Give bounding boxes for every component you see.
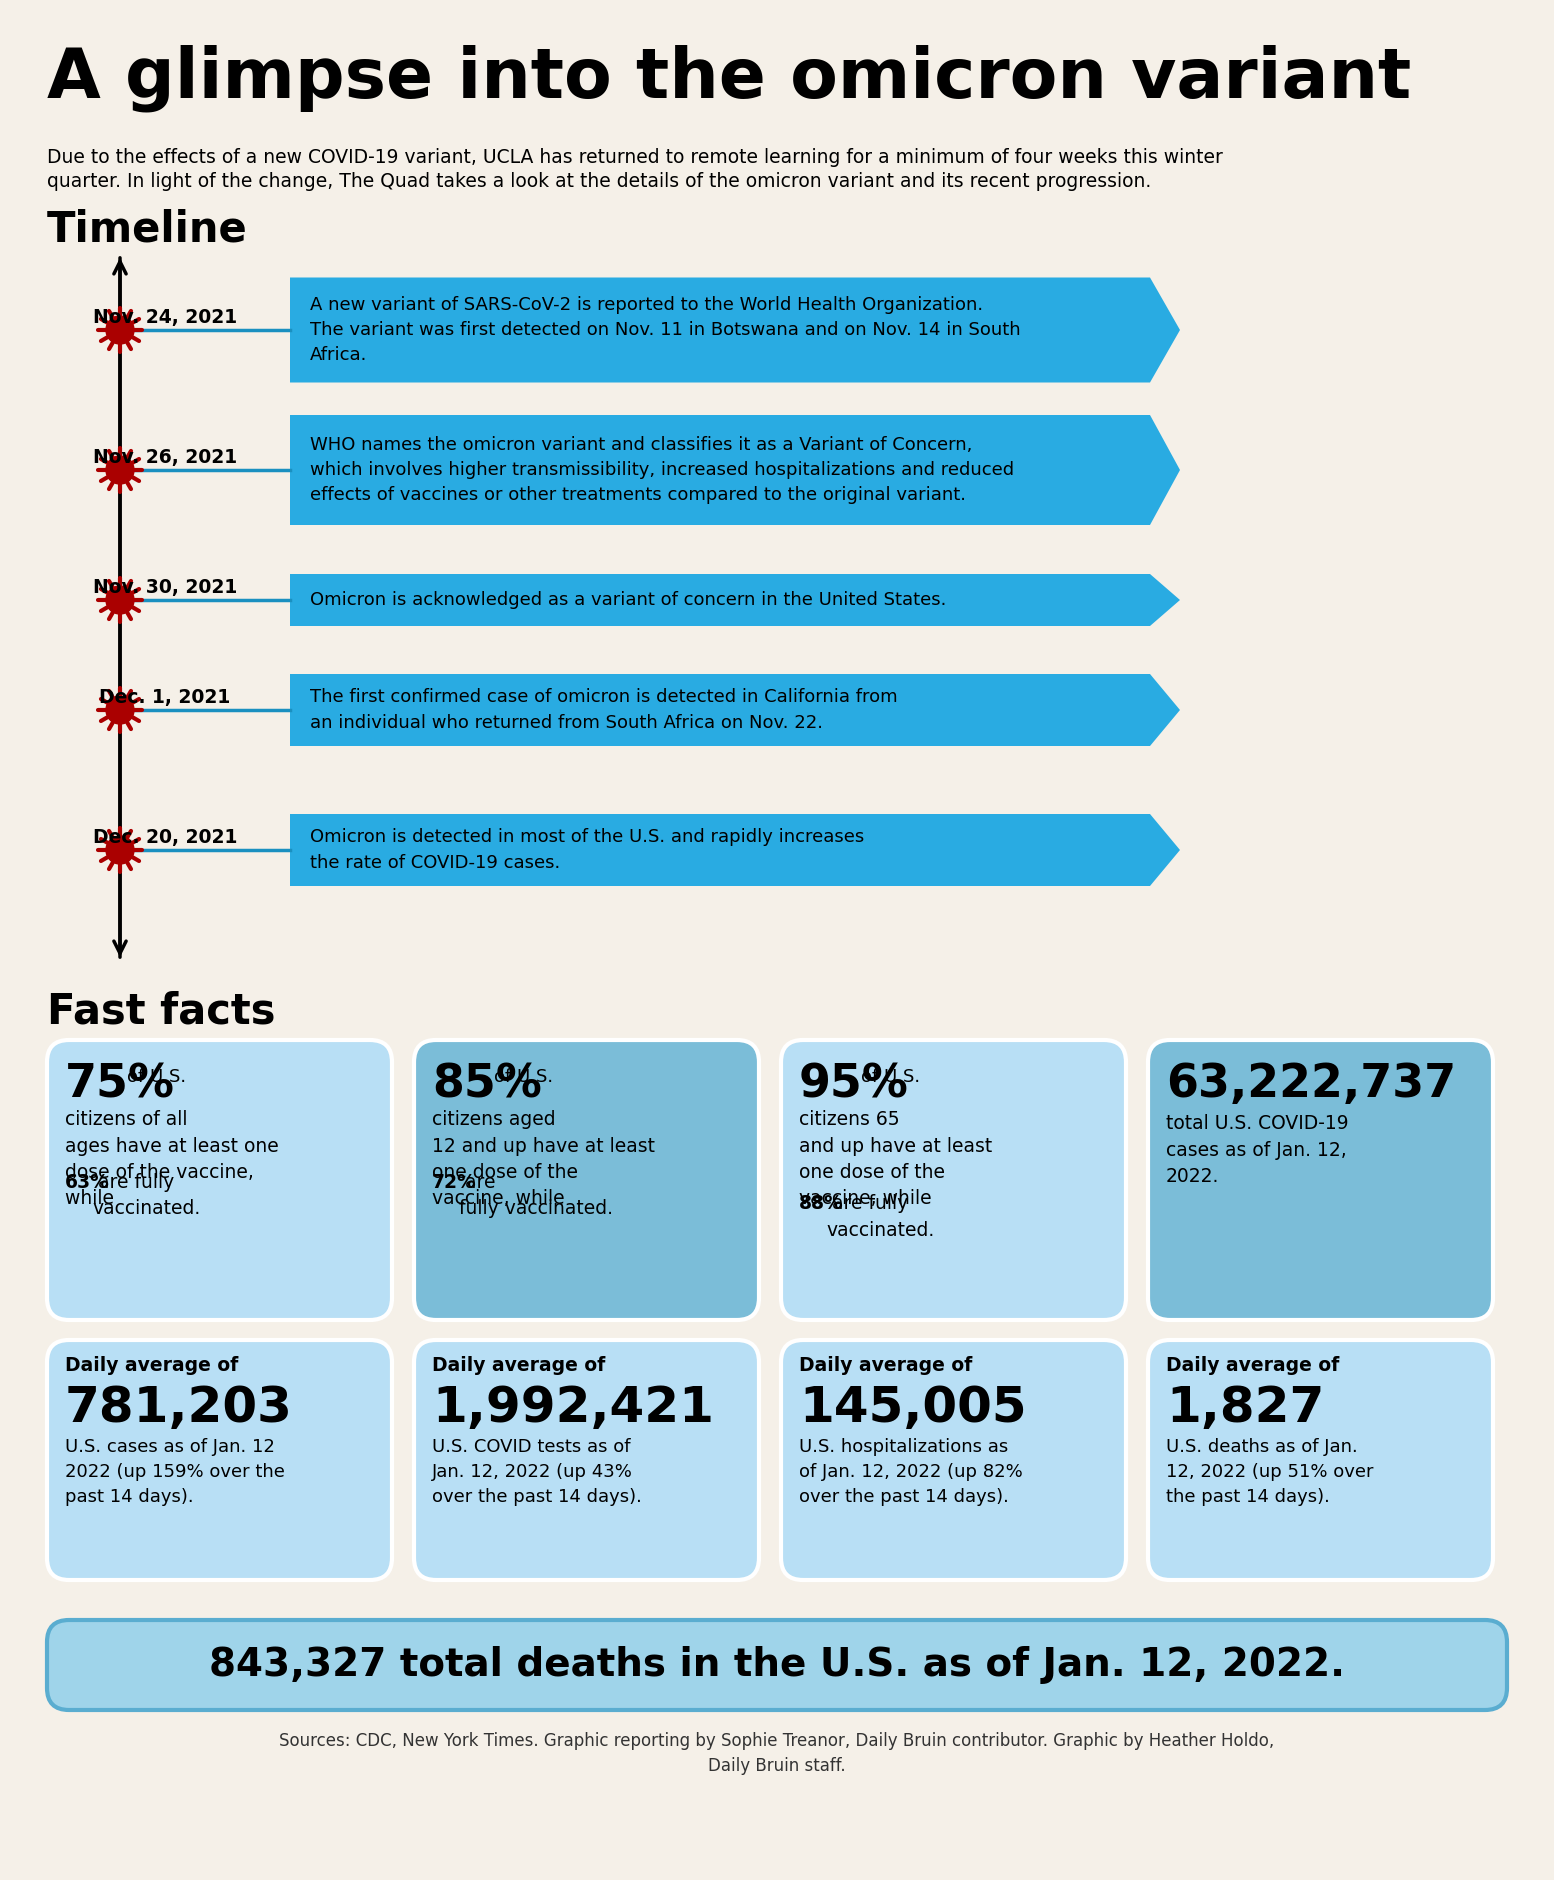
FancyBboxPatch shape <box>1148 1340 1493 1579</box>
Text: 63,222,737: 63,222,737 <box>1166 1062 1456 1107</box>
Text: 781,203: 781,203 <box>65 1384 292 1433</box>
Text: Daily average of: Daily average of <box>432 1355 605 1374</box>
Text: 85%: 85% <box>432 1062 542 1107</box>
Text: A glimpse into the omicron variant: A glimpse into the omicron variant <box>47 45 1411 113</box>
Text: Fast facts: Fast facts <box>47 991 275 1032</box>
Polygon shape <box>291 415 1179 525</box>
Circle shape <box>106 457 134 483</box>
Text: citizens 65
and up have at least
one dose of the
vaccine, while: citizens 65 and up have at least one dos… <box>799 1109 993 1235</box>
Text: 1,992,421: 1,992,421 <box>432 1384 713 1433</box>
Text: citizens of all
ages have at least one
dose of the vaccine,
while: citizens of all ages have at least one d… <box>65 1109 278 1209</box>
Text: U.S. deaths as of Jan.
12, 2022 (up 51% over
the past 14 days).: U.S. deaths as of Jan. 12, 2022 (up 51% … <box>1166 1438 1374 1506</box>
Text: are fully
vaccinated.: are fully vaccinated. <box>92 1173 200 1218</box>
Text: 95%: 95% <box>799 1062 909 1107</box>
Text: Nov. 26, 2021: Nov. 26, 2021 <box>93 447 238 466</box>
Text: quarter. In light of the change, The Quad takes a look at the details of the omi: quarter. In light of the change, The Qua… <box>47 171 1152 192</box>
Circle shape <box>106 587 134 615</box>
Polygon shape <box>291 814 1179 885</box>
Text: are fully
vaccinated.: are fully vaccinated. <box>827 1194 934 1239</box>
Text: Daily average of: Daily average of <box>799 1355 973 1374</box>
Text: total U.S. COVID-19
cases as of Jan. 12,
2022.: total U.S. COVID-19 cases as of Jan. 12,… <box>1166 1115 1349 1186</box>
Circle shape <box>106 316 134 344</box>
Text: Dec. 20, 2021: Dec. 20, 2021 <box>93 827 238 848</box>
FancyBboxPatch shape <box>47 1621 1507 1711</box>
Text: Daily average of: Daily average of <box>65 1355 238 1374</box>
Text: Omicron is acknowledged as a variant of concern in the United States.: Omicron is acknowledged as a variant of … <box>309 590 946 609</box>
Text: Timeline: Timeline <box>47 209 247 250</box>
Text: Sources: CDC, New York Times. Graphic reporting by Sophie Treanor, Daily Bruin c: Sources: CDC, New York Times. Graphic re… <box>280 1731 1274 1775</box>
FancyBboxPatch shape <box>47 1040 392 1320</box>
Text: U.S. cases as of Jan. 12
2022 (up 159% over the
past 14 days).: U.S. cases as of Jan. 12 2022 (up 159% o… <box>65 1438 284 1506</box>
Text: of U.S.: of U.S. <box>494 1068 553 1087</box>
Text: are
fully vaccinated.: are fully vaccinated. <box>458 1173 612 1218</box>
Text: 1,827: 1,827 <box>1166 1384 1324 1433</box>
Polygon shape <box>291 675 1179 746</box>
Text: Due to the effects of a new COVID-19 variant, UCLA has returned to remote learni: Due to the effects of a new COVID-19 var… <box>47 149 1223 167</box>
Circle shape <box>106 837 134 865</box>
Text: 843,327 total deaths in the U.S. as of Jan. 12, 2022.: 843,327 total deaths in the U.S. as of J… <box>208 1647 1346 1684</box>
Text: Omicron is detected in most of the U.S. and rapidly increases
the rate of COVID-: Omicron is detected in most of the U.S. … <box>309 829 864 872</box>
Text: WHO names the omicron variant and classifies it as a Variant of Concern,
which i: WHO names the omicron variant and classi… <box>309 436 1015 504</box>
Text: Daily average of: Daily average of <box>1166 1355 1340 1374</box>
Text: U.S. COVID tests as of
Jan. 12, 2022 (up 43%
over the past 14 days).: U.S. COVID tests as of Jan. 12, 2022 (up… <box>432 1438 642 1506</box>
Text: citizens aged
12 and up have at least
one dose of the
vaccine, while: citizens aged 12 and up have at least on… <box>432 1109 654 1209</box>
Text: The first confirmed case of omicron is detected in California from
an individual: The first confirmed case of omicron is d… <box>309 688 898 731</box>
FancyBboxPatch shape <box>782 1040 1127 1320</box>
Polygon shape <box>291 573 1179 626</box>
Text: U.S. hospitalizations as
of Jan. 12, 2022 (up 82%
over the past 14 days).: U.S. hospitalizations as of Jan. 12, 202… <box>799 1438 1023 1506</box>
Circle shape <box>106 696 134 724</box>
Text: 145,005: 145,005 <box>799 1384 1027 1433</box>
Polygon shape <box>291 278 1179 382</box>
FancyBboxPatch shape <box>782 1340 1127 1579</box>
Text: 72%: 72% <box>432 1173 477 1192</box>
Text: 75%: 75% <box>65 1062 176 1107</box>
Text: Nov. 30, 2021: Nov. 30, 2021 <box>93 577 238 598</box>
FancyBboxPatch shape <box>413 1040 758 1320</box>
Text: Nov. 24, 2021: Nov. 24, 2021 <box>93 308 238 327</box>
Text: of U.S.: of U.S. <box>861 1068 920 1087</box>
Text: Dec. 1, 2021: Dec. 1, 2021 <box>99 688 230 707</box>
FancyBboxPatch shape <box>47 1340 392 1579</box>
Text: 88%: 88% <box>799 1194 844 1213</box>
Text: of U.S.: of U.S. <box>127 1068 186 1087</box>
FancyBboxPatch shape <box>413 1340 758 1579</box>
FancyBboxPatch shape <box>1148 1040 1493 1320</box>
Text: 63%: 63% <box>65 1173 110 1192</box>
Text: A new variant of SARS-CoV-2 is reported to the World Health Organization.
The va: A new variant of SARS-CoV-2 is reported … <box>309 295 1021 365</box>
